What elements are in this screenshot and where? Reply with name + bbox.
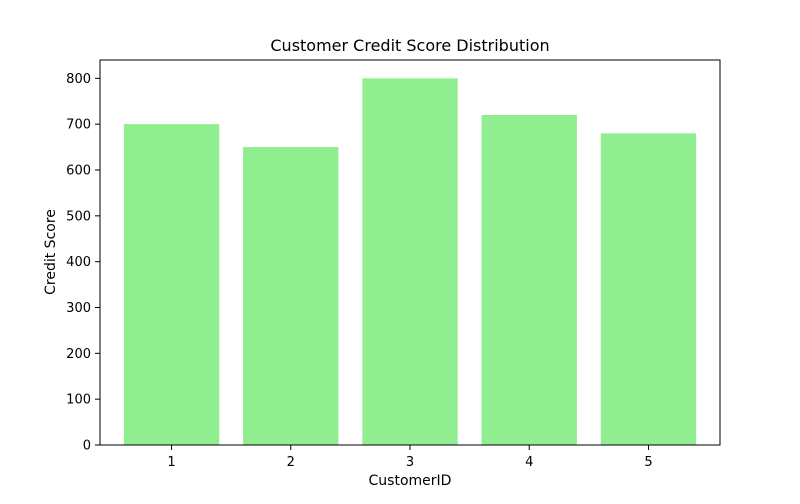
y-tick-label: 200 [66, 347, 91, 362]
y-tick-label: 400 [66, 255, 91, 270]
x-tick-label: 1 [167, 455, 175, 470]
y-axis-ticks: 0 100 200 300 400 500 600 700 800 [66, 72, 100, 454]
plot-frame [99, 59, 721, 446]
bar-customer-2 [243, 147, 339, 445]
bar-customer-1 [123, 124, 220, 446]
x-axis-label: CustomerID [369, 473, 452, 489]
chart-title: Customer Credit Score Distribution [270, 36, 549, 55]
y-tick-label: 100 [66, 393, 91, 408]
y-axis-label: Credit Score [43, 209, 59, 295]
x-tick-label: 3 [406, 455, 414, 470]
bars-group [123, 78, 697, 446]
x-tick-label: 2 [287, 455, 295, 470]
x-tick-label: 4 [525, 455, 533, 470]
bar-customer-5 [600, 133, 697, 445]
y-tick-label: 500 [66, 209, 91, 224]
bar-customer-4 [481, 115, 577, 445]
x-tick-label: 5 [644, 455, 652, 470]
y-tick-label: 700 [66, 118, 91, 133]
x-axis-ticks: 1 2 3 4 5 [167, 445, 653, 470]
y-tick-label: 800 [66, 72, 91, 87]
bar-customer-3 [362, 78, 458, 445]
y-tick-label: 600 [66, 164, 91, 179]
y-tick-label: 300 [66, 301, 91, 316]
y-tick-label: 0 [83, 439, 91, 454]
